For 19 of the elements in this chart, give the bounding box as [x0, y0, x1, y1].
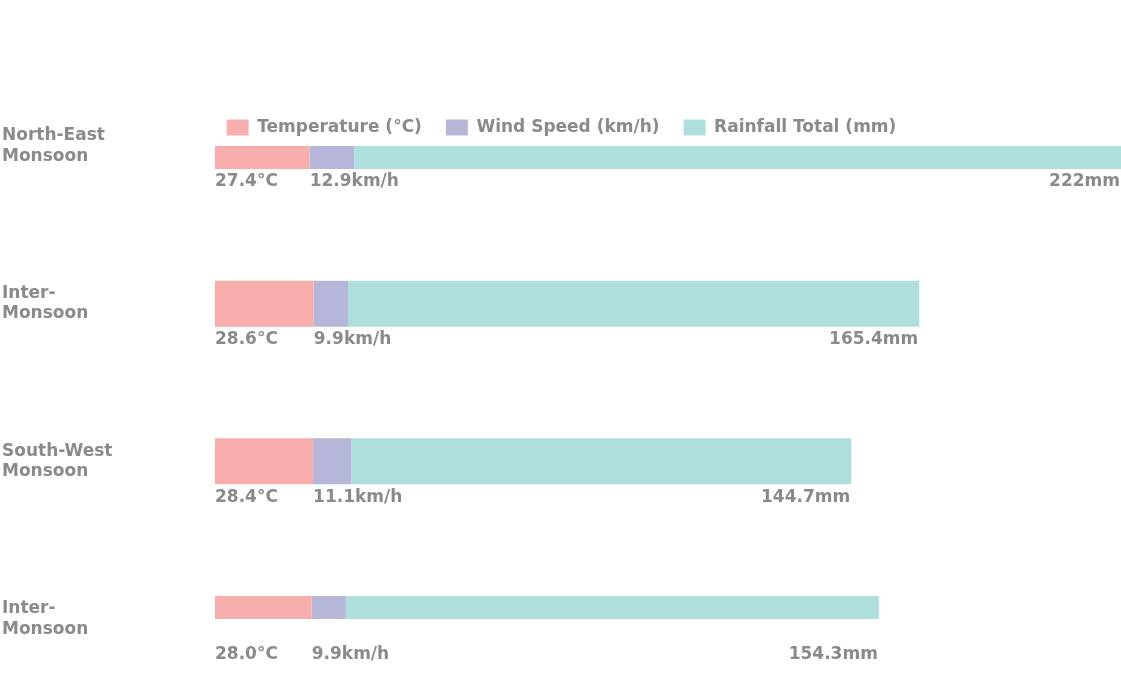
data-label: 9.9km/h — [313, 328, 392, 349]
data-label: 11.1km/h — [313, 485, 403, 506]
data-label: 27.4°C — [215, 170, 278, 191]
legend-label: Wind Speed (km/h) — [476, 115, 660, 136]
data-label: 12.9km/h — [309, 170, 399, 191]
data-label: 28.0°C — [215, 643, 278, 664]
legend-label: Temperature (°C) — [257, 115, 422, 136]
y-tick-label: Inter-Monsoon — [2, 597, 89, 638]
data-label: 222mm — [1049, 170, 1120, 191]
data-label: 144.7mm — [761, 485, 851, 506]
data-label: 28.6°C — [215, 328, 278, 349]
y-tick-label: North-East Monsoon — [2, 124, 105, 165]
legend-label: Rainfall Total (mm) — [714, 115, 897, 136]
data-label: 9.9km/h — [311, 643, 390, 664]
data-label: 154.3mm — [788, 643, 878, 664]
y-tick-label: South-West Monsoon — [2, 439, 113, 480]
data-label: 165.4mm — [829, 328, 919, 349]
y-tick-label: Inter-Monsoon — [2, 281, 89, 323]
data-label: 28.4°C — [215, 485, 278, 506]
